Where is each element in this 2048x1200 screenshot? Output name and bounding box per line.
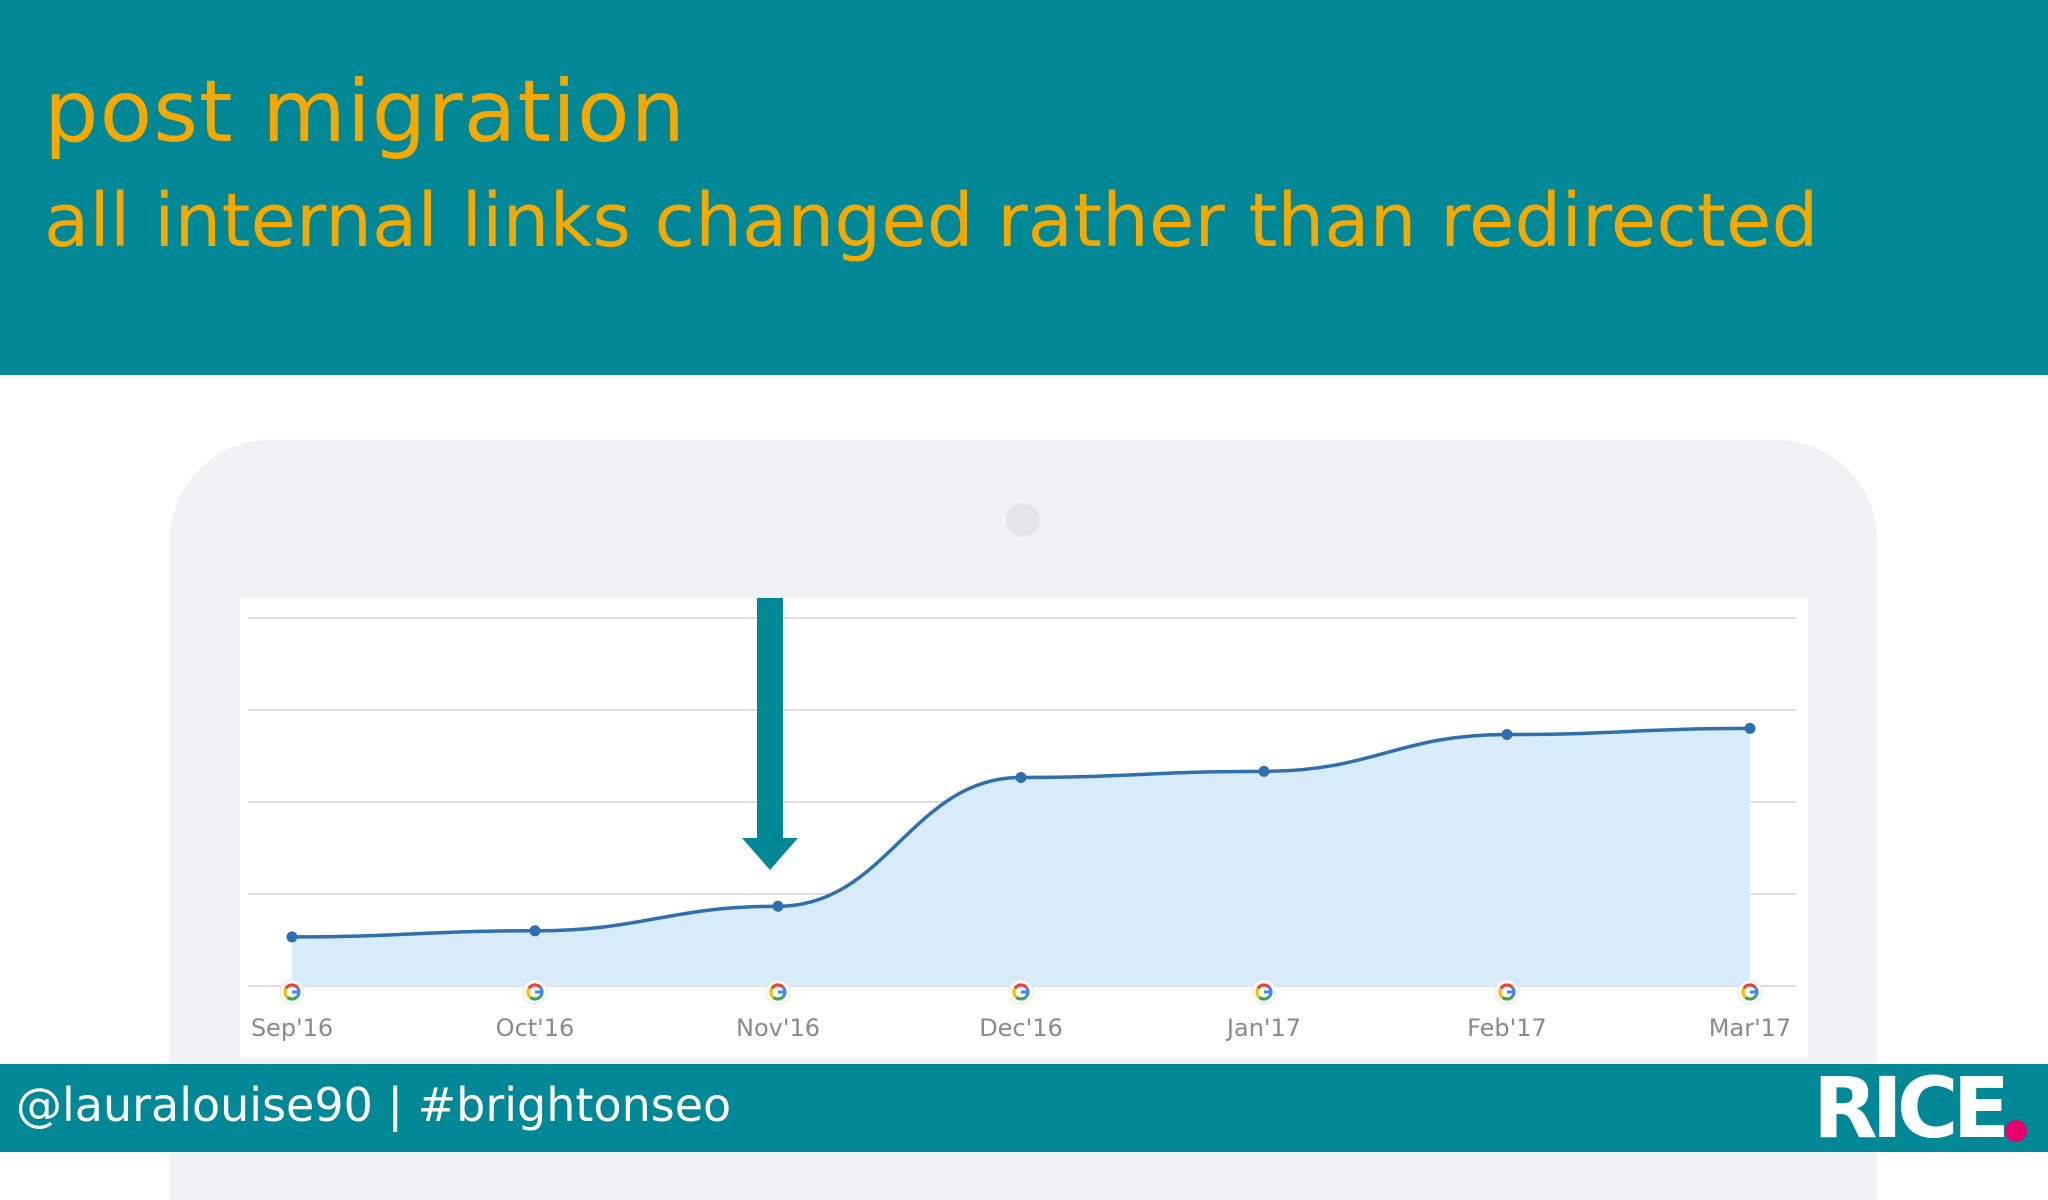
slide-footer [0,1064,2048,1152]
data-point-0 [286,931,298,943]
slide-header [0,0,2048,375]
slide-subtitle: all internal links changed rather than r… [44,178,1819,264]
google-g-icon [1251,979,1277,1005]
google-g-icon [1008,979,1034,1005]
chart-event-markers [279,979,1763,1005]
chart-area-fill [292,728,1750,986]
device-camera [1006,503,1040,537]
x-tick-label: Jan'17 [1225,1014,1301,1042]
x-tick-label: Sep'16 [251,1014,333,1042]
slide-title: post migration [44,62,687,162]
chart-x-tick-labels: Sep'16 Oct'16 Nov'16 Dec'16 Jan'17 Feb'17 Mar'… [251,1014,1791,1042]
x-tick-label: Oct'16 [496,1014,575,1042]
google-g-icon [765,979,791,1005]
data-point-4 [1258,765,1270,777]
x-tick-label: Feb'17 [1467,1014,1547,1042]
traffic-chart: Sep'16 Oct'16 Nov'16 Dec'16 Jan'17 Feb'17 Mar'… [248,598,1796,1042]
x-tick-label: Mar'17 [1709,1014,1791,1042]
chart-annotation-arrow [742,598,798,870]
data-point-6 [1744,722,1756,734]
x-tick-label: Dec'16 [979,1014,1063,1042]
data-point-2 [772,900,784,912]
data-point-5 [1501,729,1513,741]
footer-handle: @lauralouise90 | #brightonseo [16,1078,732,1132]
down-arrow-icon [742,838,798,870]
google-g-icon [1494,979,1520,1005]
logo-dot [2005,1120,2027,1142]
rice-logo: RICE [1813,1059,2010,1157]
data-point-1 [529,925,541,937]
google-g-icon [522,979,548,1005]
x-tick-label: Nov'16 [736,1014,820,1042]
chart-points [286,722,1756,943]
google-g-icon [1737,979,1763,1005]
google-g-icon [279,979,305,1005]
data-point-3 [1015,771,1027,783]
arrow-shaft [757,598,783,838]
